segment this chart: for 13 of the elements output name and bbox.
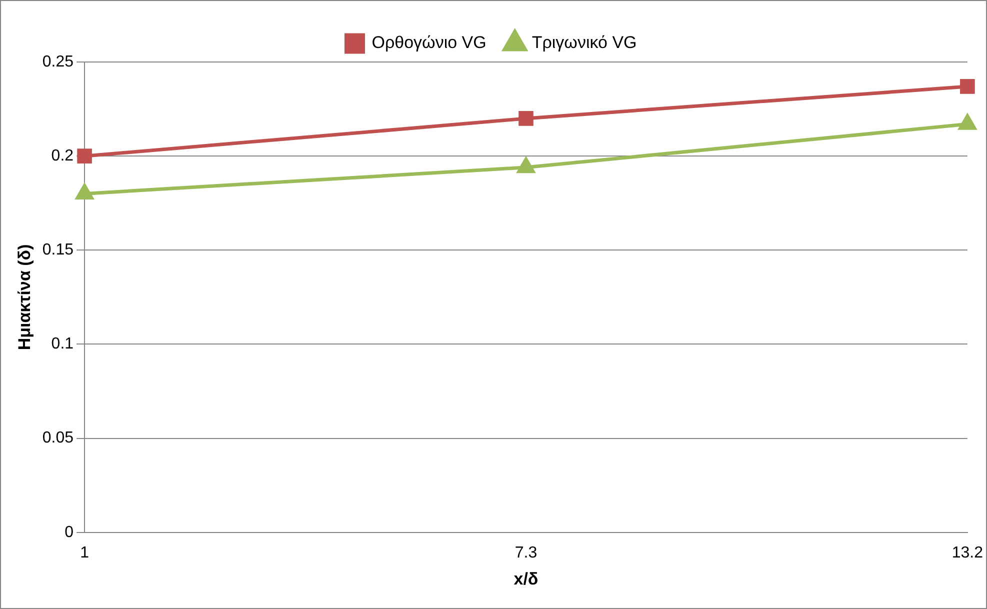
y-tick-label: 0.25 — [42, 53, 74, 70]
legend-label: Ορθογώνιο VG — [372, 33, 486, 52]
x-tick-label: 7.3 — [514, 544, 538, 562]
y-tick-label: 0.05 — [42, 430, 74, 447]
y-tick-label: 0 — [64, 524, 74, 541]
y-tick-label: 0.2 — [51, 147, 74, 164]
y-axis-title: Ημιακτίνα (δ) — [14, 244, 34, 350]
y-tick-label: 0.15 — [42, 242, 74, 259]
x-tick-label: 13.2 — [952, 544, 984, 562]
legend-label: Τριγωνικό VG — [532, 33, 637, 52]
y-tick-label: 0.1 — [51, 336, 74, 353]
x-axis-title: x/δ — [514, 569, 538, 588]
x-tick-label: 1 — [80, 544, 90, 562]
